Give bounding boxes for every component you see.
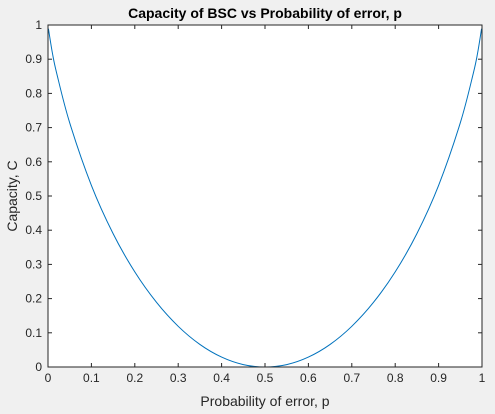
x-tick-label: 1 [479,371,486,385]
x-tick-label: 0.6 [300,371,317,385]
plot-area [48,25,482,367]
y-tick-label: 0.4 [25,223,42,237]
x-tick-label: 0.3 [170,371,187,385]
x-tick-label: 0.5 [257,371,274,385]
x-axis-label: Probability of error, p [200,393,329,409]
chart-title: Capacity of BSC vs Probability of error,… [128,5,402,21]
y-tick-label: 0.6 [25,155,42,169]
x-tick-label: 0.8 [387,371,404,385]
x-tick-label: 0.2 [126,371,143,385]
y-tick-label: 0.2 [25,292,42,306]
x-tick-label: 0.7 [343,371,360,385]
y-tick-label: 0 [35,360,42,374]
x-tick-label: 0.1 [83,371,100,385]
x-tick-label: 0 [45,371,52,385]
y-tick-label: 0.7 [25,121,42,135]
y-tick-label: 0.1 [25,326,42,340]
y-axis-label: Capacity, C [4,160,20,231]
y-tick-label: 0.5 [25,189,42,203]
y-tick-label: 1 [35,18,42,32]
y-tick-label: 0.9 [25,52,42,66]
y-tick-label: 0.3 [25,257,42,271]
x-tick-label: 0.9 [430,371,447,385]
y-tick-label: 0.8 [25,86,42,100]
ticks-layer: 0 0.1 0.2 0.3 0.4 0.5 0.6 0.7 0.8 0.9 1 0 0.1 0.2 0.3 0… [25,18,485,385]
x-tick-label: 0.4 [213,371,230,385]
axes-box [47,24,483,368]
